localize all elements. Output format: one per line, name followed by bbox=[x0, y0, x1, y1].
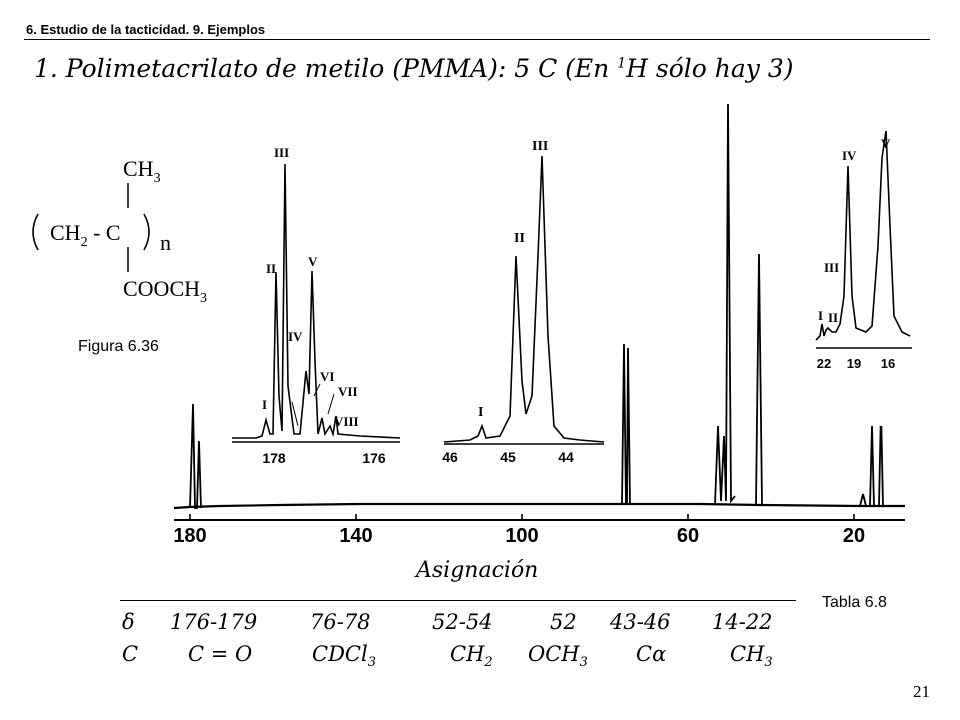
inset-calpha: I II III 46 45 44 bbox=[442, 139, 605, 465]
page-number: 21 bbox=[913, 682, 930, 701]
cell-r2-3: CH2 bbox=[450, 642, 493, 671]
svg-text:II: II bbox=[828, 310, 838, 325]
svg-text:VIII: VIII bbox=[334, 414, 359, 429]
svg-text:II: II bbox=[514, 231, 525, 246]
svg-text:I: I bbox=[478, 405, 483, 420]
title-rest: H sólo hay 3) bbox=[626, 54, 794, 83]
svg-text:VI: VI bbox=[320, 369, 334, 384]
cell-r1-1: 176-179 bbox=[170, 610, 258, 634]
svg-text:176: 176 bbox=[362, 450, 386, 466]
inset-carbonyl: I II III IV V VI VII VIII 178 176 bbox=[232, 145, 401, 466]
assignment-table: δ 176-179 76-78 52-54 52 43-46 14-22 C C… bbox=[120, 610, 810, 674]
svg-text:46: 46 bbox=[442, 449, 458, 465]
structure-n: n bbox=[160, 230, 171, 255]
section-header: 6. Estudio de la tacticidad. 9. Ejemplos bbox=[26, 22, 266, 37]
table-rule bbox=[120, 600, 796, 601]
inset-methyl: I II III IV V 22 19 16 bbox=[796, 130, 914, 426]
cell-r1-3: 52-54 bbox=[432, 610, 493, 634]
svg-text:IV: IV bbox=[842, 148, 857, 163]
peak-cdcl3 bbox=[621, 343, 631, 505]
svg-text:22: 22 bbox=[817, 356, 831, 371]
cell-r1-6: 14-22 bbox=[712, 610, 773, 634]
svg-text:III: III bbox=[274, 145, 289, 160]
tick-140: 140 bbox=[339, 525, 372, 546]
cell-r1-5: 43-46 bbox=[610, 610, 671, 634]
structure-bottom: COOCH3 bbox=[123, 276, 207, 306]
svg-text:III: III bbox=[824, 260, 839, 275]
structure-top: CH3 bbox=[123, 156, 161, 186]
nmr-spectrum: 180 140 100 60 20 I II III IV V VI VII V… bbox=[173, 103, 914, 546]
svg-text:V: V bbox=[881, 136, 891, 151]
peak-calpha bbox=[755, 253, 763, 505]
svg-text:I: I bbox=[262, 397, 267, 412]
svg-text:IV: IV bbox=[288, 329, 303, 344]
svg-text:I: I bbox=[818, 308, 823, 323]
tick-100: 100 bbox=[505, 525, 538, 546]
svg-text:45: 45 bbox=[500, 449, 516, 465]
cell-r2-1: C = O bbox=[188, 642, 253, 666]
peak-co bbox=[189, 403, 202, 509]
cell-r2-6: CH3 bbox=[730, 642, 773, 671]
cell-r2-2: CDCl3 bbox=[312, 642, 376, 671]
cell-r1-4: 52 bbox=[550, 610, 577, 634]
svg-text:19: 19 bbox=[847, 356, 861, 371]
cell-r1-0: δ bbox=[122, 610, 135, 634]
title-main: 1. Polimetacrilato de metilo (PMMA): 5 C… bbox=[34, 54, 618, 83]
svg-text:44: 44 bbox=[558, 449, 574, 465]
peak-ch2-och3 bbox=[714, 103, 736, 505]
svg-text:III: III bbox=[532, 139, 548, 154]
structure-mid: CH2 - C bbox=[50, 220, 121, 250]
cell-r2-5: Cα bbox=[636, 642, 667, 666]
cell-r2-0: C bbox=[122, 642, 139, 666]
figure-label: Figura 6.36 bbox=[78, 338, 159, 355]
cell-r2-4: OCH3 bbox=[528, 642, 588, 671]
header-divider bbox=[24, 39, 930, 40]
slide-title: 1. Polimetacrilato de metilo (PMMA): 5 C… bbox=[34, 54, 793, 83]
svg-text:178: 178 bbox=[262, 450, 286, 466]
tick-60: 60 bbox=[677, 525, 699, 546]
tick-20: 20 bbox=[843, 525, 865, 546]
title-sup: 1 bbox=[617, 55, 627, 72]
svg-text:16: 16 bbox=[881, 356, 895, 371]
main-baseline bbox=[173, 502, 905, 510]
tick-180: 180 bbox=[173, 525, 206, 546]
pmma-structure: CH3 CH2 - C n COOCH3 bbox=[32, 156, 207, 306]
assignment-title: Asignación bbox=[416, 558, 539, 583]
cell-r1-2: 76-78 bbox=[310, 610, 371, 634]
table-label: Tabla 6.8 bbox=[822, 594, 887, 611]
svg-text:V: V bbox=[308, 254, 318, 269]
svg-text:VII: VII bbox=[338, 384, 358, 399]
svg-text:II: II bbox=[266, 261, 276, 276]
